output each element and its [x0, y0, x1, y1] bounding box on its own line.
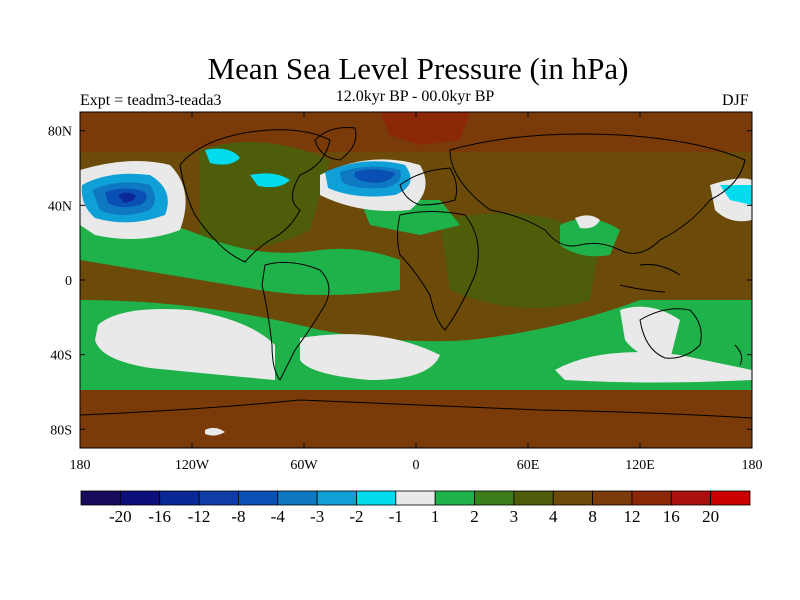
colorbar-swatch	[592, 490, 633, 506]
colorbar-swatch	[198, 490, 239, 506]
colorbar-label: -3	[310, 507, 324, 526]
field-grey-tibet	[575, 215, 600, 229]
colorbar-label: -16	[148, 507, 171, 526]
colorbar-swatch	[238, 490, 279, 506]
colorbar-swatch	[670, 490, 712, 506]
field-grey-south-pacific	[95, 309, 275, 380]
colorbar-label: -2	[349, 507, 363, 526]
colorbar-swatch	[631, 490, 672, 506]
lon-tick-label: 60E	[517, 458, 540, 473]
map-axes: 80N 40N 0 40S 80S 180 120W 60W 0 60E 120E 180	[48, 112, 763, 473]
coast-australia	[639, 308, 702, 359]
colorbar-label: 1	[431, 507, 440, 526]
colorbar-label: 8	[588, 507, 597, 526]
colorbar-swatch	[356, 490, 397, 506]
colorbar-label: 3	[510, 507, 519, 526]
field-north-max	[380, 112, 470, 145]
colorbar-label: -20	[109, 507, 132, 526]
field-grey-south-indian	[555, 352, 752, 383]
lon-tick-label: 120E	[625, 458, 655, 473]
colorbar-swatch	[80, 490, 121, 506]
field-green-india	[560, 218, 620, 257]
season-label: DJF	[722, 92, 749, 109]
colorbar-label: -1	[389, 507, 403, 526]
colorbar-label: -12	[188, 507, 211, 526]
lon-tick-label: 180	[70, 458, 91, 473]
low-pacific-core	[118, 192, 136, 203]
coast-antarctica	[80, 399, 752, 419]
colorbar-swatch	[277, 490, 318, 506]
coast-asia	[449, 133, 746, 254]
colorbar-label: -8	[231, 507, 245, 526]
coast-greenland	[314, 127, 357, 161]
coast-north-america	[179, 129, 331, 263]
colorbar-label: 20	[702, 507, 719, 526]
coast-new-zealand	[734, 344, 743, 366]
lat-tick-label: 80S	[50, 423, 72, 438]
field-south-polar	[80, 385, 752, 448]
low-labrador	[250, 173, 290, 188]
colorbar-swatch	[119, 490, 161, 506]
coast-europe	[399, 167, 458, 206]
lon-tick-label: 120W	[175, 458, 210, 473]
coastlines	[80, 127, 752, 419]
colorbar-swatch	[513, 490, 554, 506]
colorbar-swatch	[552, 490, 593, 506]
lat-tick-label: 80N	[48, 125, 72, 140]
colorbar: -20 -16 -12 -8 -4 -3 -2 -1 1 2 3 4 8 12 16 20	[80, 490, 751, 526]
colorbar-swatch	[710, 490, 751, 506]
colorbar-label: 12	[623, 507, 640, 526]
field-olive-na	[200, 142, 330, 248]
low-hudson	[205, 148, 240, 165]
lat-tick-label: 40N	[48, 199, 72, 214]
colorbar-swatch	[316, 490, 357, 506]
experiment-label: Expt = teadm3-teada3	[80, 92, 222, 109]
colorbar-swatch	[159, 490, 200, 506]
pressure-field	[80, 112, 752, 448]
field-green-north-tropics	[80, 219, 400, 295]
lon-tick-label: 60W	[290, 458, 318, 473]
field-grey-australia	[620, 306, 680, 360]
colorbar-swatch	[395, 490, 436, 506]
lon-tick-label: 180	[742, 458, 763, 473]
colorbar-swatch	[474, 490, 515, 506]
field-grey-south-atlantic	[300, 334, 440, 380]
colorbar-label: -4	[271, 507, 286, 526]
field-grey-antarctic-spot	[205, 427, 225, 436]
colorbar-label: 2	[470, 507, 479, 526]
lon-tick-label: 0	[413, 458, 420, 473]
low-nw-pacific	[720, 185, 752, 205]
coast-indonesia	[619, 264, 681, 293]
coast-africa	[397, 211, 479, 331]
lat-tick-label: 40S	[50, 349, 72, 364]
map-title: Mean Sea Level Pressure (in hPa)	[207, 51, 629, 86]
colorbar-swatch	[434, 490, 475, 506]
lat-tick-label: 0	[65, 274, 72, 289]
colorbar-label: 4	[549, 507, 558, 526]
colorbar-label: 16	[663, 507, 680, 526]
low-atlantic-inner	[355, 169, 395, 183]
period-label: 12.0kyr BP - 00.0kyr BP	[335, 88, 495, 105]
coast-south-america	[261, 261, 330, 381]
